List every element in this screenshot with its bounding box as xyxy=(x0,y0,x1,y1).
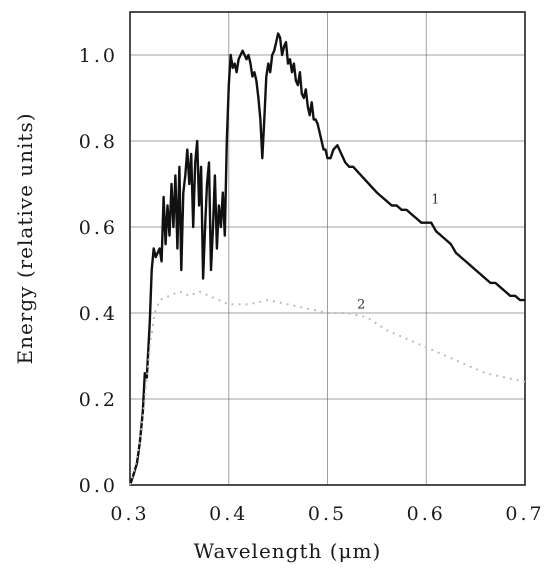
x-tick-label: 0.3 xyxy=(110,503,149,525)
x-tick-label: 0.5 xyxy=(308,503,347,525)
x-tick-label: 0.4 xyxy=(209,503,248,525)
plot-frame xyxy=(129,11,526,486)
y-tick-labels: 0.0 0.2 0.4 0.6 0.8 1.0 xyxy=(79,45,118,497)
grid-lines xyxy=(129,12,526,486)
series-line-2 xyxy=(129,290,526,486)
x-tick-labels: 0.3 0.4 0.5 0.6 0.7 xyxy=(110,503,544,525)
y-tick-label: 0.0 xyxy=(79,475,118,497)
x-tick-label: 0.6 xyxy=(407,503,446,525)
y-tick-label: 0.6 xyxy=(79,217,118,239)
series-line-1 xyxy=(128,32,525,486)
y-tick-label: 0.2 xyxy=(79,389,118,411)
series-label-1: 1 xyxy=(431,192,439,207)
x-axis-label: Wavelength (μm) xyxy=(194,539,382,563)
y-tick-label: 1.0 xyxy=(79,45,118,67)
series-label-2: 2 xyxy=(357,298,365,313)
y-tick-label: 0.4 xyxy=(79,303,118,325)
y-axis-label: Energy (relative units) xyxy=(13,112,37,364)
y-tick-label: 0.8 xyxy=(79,131,118,153)
series-group: 12 xyxy=(128,32,526,486)
x-tick-label: 0.7 xyxy=(505,503,544,525)
